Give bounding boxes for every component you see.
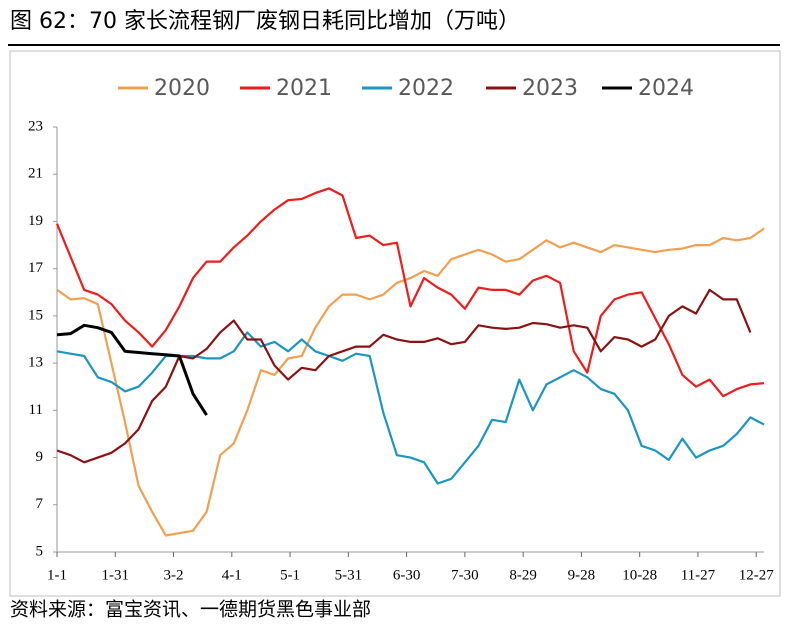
- chart-title: 图 62：70 家长流程钢厂废钢日耗同比增加（万吨）: [10, 9, 520, 34]
- y-tick-label: 9: [36, 449, 44, 465]
- legend-label: 2021: [276, 76, 332, 101]
- y-tick-label: 5: [36, 543, 44, 559]
- x-tick-label: 10-28: [622, 567, 657, 583]
- y-tick-label: 7: [36, 496, 44, 512]
- x-tick-label: 6-30: [393, 567, 421, 583]
- x-tick-label: 5-1: [280, 567, 300, 583]
- x-tick-label: 12-27: [739, 567, 774, 583]
- series-line: [56, 227, 765, 537]
- series-line: [55, 187, 765, 398]
- y-tick-label: 19: [28, 213, 43, 229]
- y-tick-label: 15: [28, 307, 43, 323]
- y-tick-label: 21: [28, 166, 43, 182]
- x-tick-label: 8-29: [509, 567, 537, 583]
- x-tick-label: 9-28: [568, 567, 596, 583]
- chart-frame: [9, 50, 781, 597]
- legend-label: 2022: [398, 76, 454, 101]
- x-tick-label: 4-1: [222, 567, 242, 583]
- y-tick-label: 13: [28, 355, 43, 371]
- y-tick-label: 17: [28, 260, 44, 276]
- x-tick-label: 1-1: [47, 567, 67, 583]
- x-tick-label: 7-30: [451, 567, 479, 583]
- legend-label: 2023: [522, 76, 578, 101]
- x-tick-label: 3-2: [164, 567, 184, 583]
- x-tick-label: 1-31: [102, 567, 130, 583]
- source-note: 资料来源：富宝资讯、一德期货黑色事业部: [10, 599, 371, 621]
- y-tick-label: 23: [28, 118, 43, 134]
- legend-label: 2020: [154, 76, 210, 101]
- x-tick-label: 5-31: [335, 567, 363, 583]
- legend-label: 2024: [638, 76, 694, 101]
- x-tick-label: 11-27: [681, 567, 716, 583]
- series-line: [56, 323, 208, 416]
- y-tick-label: 11: [29, 402, 43, 418]
- series-line: [56, 288, 752, 464]
